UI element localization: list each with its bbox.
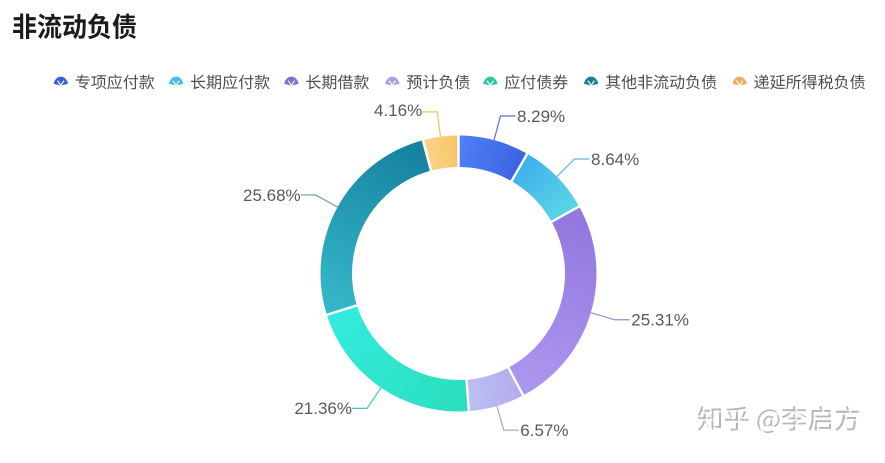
svg-text:6.57%: 6.57% <box>520 421 568 440</box>
svg-text:21.36%: 21.36% <box>294 399 352 418</box>
svg-text:8.64%: 8.64% <box>591 150 639 169</box>
svg-text:8.29%: 8.29% <box>517 107 565 126</box>
svg-text:25.68%: 25.68% <box>243 186 301 205</box>
svg-text:4.16%: 4.16% <box>374 101 422 120</box>
svg-text:25.31%: 25.31% <box>631 311 689 330</box>
